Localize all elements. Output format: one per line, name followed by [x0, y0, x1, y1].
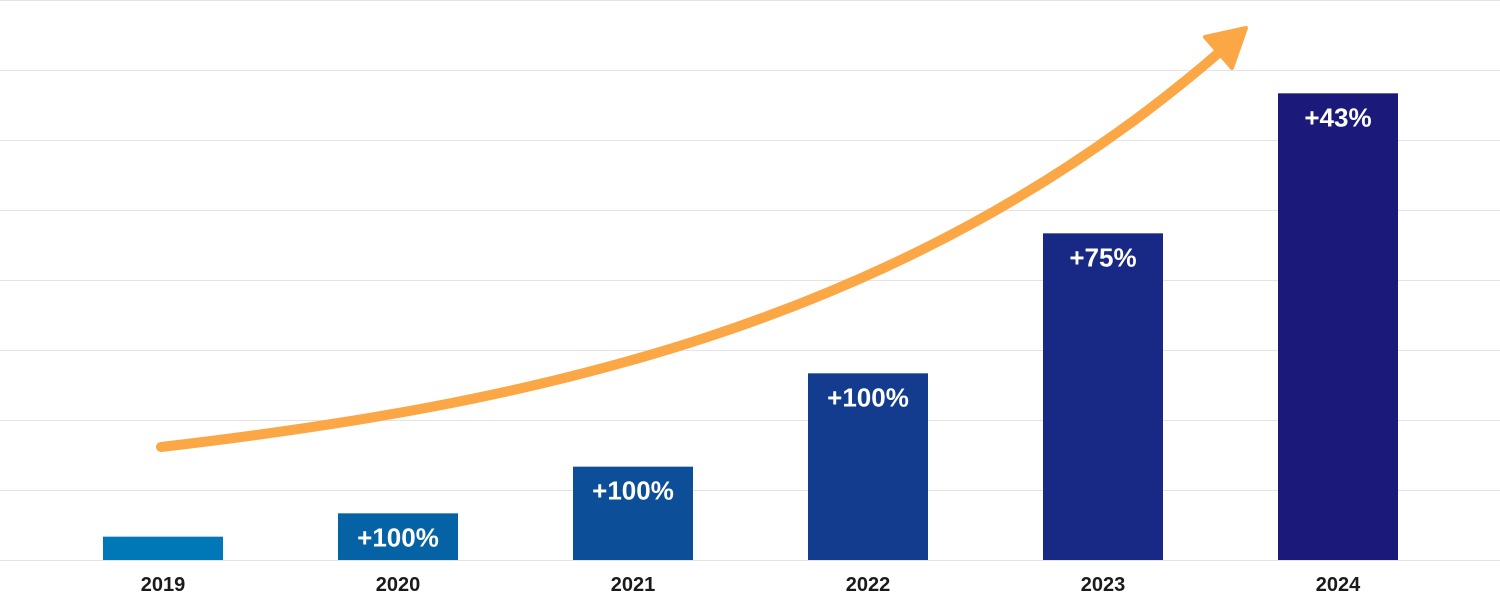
- trend-arrow-shaft: [156, 45, 1227, 452]
- bar-2024: [1278, 93, 1398, 560]
- trend-arrow-head-icon: [1203, 26, 1248, 70]
- data-label-2021: +100%: [592, 476, 674, 506]
- bar-2020: [338, 513, 458, 560]
- x-tick-2020: 2020: [376, 574, 421, 596]
- x-tick-2019: 2019: [141, 574, 186, 596]
- data-label-2024: +43%: [1304, 102, 1371, 132]
- bars: [103, 93, 1398, 561]
- trend-arrow: [156, 26, 1248, 452]
- data-label-2020: +100%: [357, 522, 439, 552]
- x-tick-2023: 2023: [1081, 574, 1126, 596]
- x-axis-tick-labels: 2019 2020 2021 2022 2023 2024: [141, 574, 1361, 596]
- gridlines: [0, 0, 1500, 561]
- data-label-2023: +75%: [1069, 242, 1136, 272]
- bar-2019: [103, 536, 223, 560]
- bar-2023: [1043, 233, 1163, 561]
- data-label-2022: +100%: [827, 382, 909, 412]
- bar-labels: +100% +100% +100% +75% +43%: [357, 102, 1371, 552]
- x-tick-2024: 2024: [1316, 574, 1361, 596]
- x-tick-2022: 2022: [846, 574, 891, 596]
- bar-2022: [808, 373, 928, 560]
- x-tick-2021: 2021: [611, 574, 656, 596]
- bar-2021: [573, 466, 693, 560]
